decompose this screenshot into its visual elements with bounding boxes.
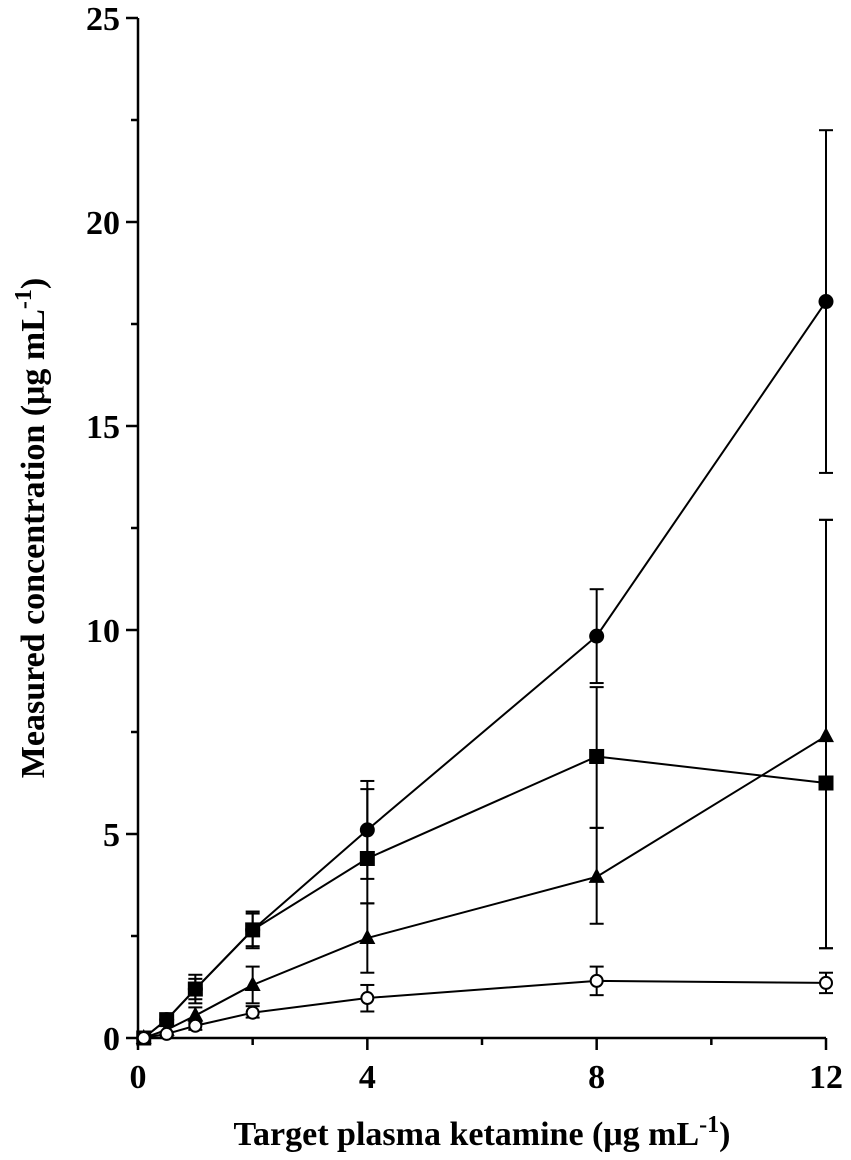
x-ticks: 0 4 8 12 [130,1038,843,1096]
x-tick-label: 8 [588,1059,605,1096]
x-tick-label: 0 [130,1059,147,1096]
error-bar [360,788,375,905]
y-tick-label: 10 [86,613,120,650]
x-tick-label: 12 [809,1059,843,1096]
data-point [187,1006,204,1022]
y-tick-label: 20 [86,205,120,242]
y-tick-label: 5 [103,817,120,854]
data-point [136,1031,151,1045]
data-point [589,973,604,988]
y-ticks: 0 5 10 15 20 25 [86,1,138,1058]
series-layer [135,129,834,1046]
data-point [245,1005,260,1020]
x-axis-title: Target plasma ketamine (μg mL-1) [234,1112,731,1153]
data-point [359,850,375,866]
data-point [360,991,375,1006]
axes [136,18,826,1040]
data-point [589,628,605,644]
series-filled-circle [136,129,834,1046]
data-point [819,975,833,990]
series-open-circle [136,965,833,1045]
data-point [359,929,376,945]
data-point [818,294,834,310]
y-tick-label: 0 [103,1021,120,1058]
data-point [244,975,261,991]
series-filled-square [136,518,834,1046]
data-point [187,981,203,997]
data-point [588,867,605,883]
data-point [589,748,605,764]
data-point [159,1012,175,1028]
data-point [159,1026,174,1041]
series-filled-triangle [135,518,834,1044]
data-point [245,922,261,938]
series-line [143,735,827,1039]
y-tick-label: 25 [86,1,120,38]
x-tick-label: 4 [359,1059,376,1096]
data-point [188,1018,203,1033]
y-axis-title: Measured concentration (μg mL-1) [11,278,52,778]
data-point [818,727,834,743]
y-tick-label: 15 [86,409,120,446]
